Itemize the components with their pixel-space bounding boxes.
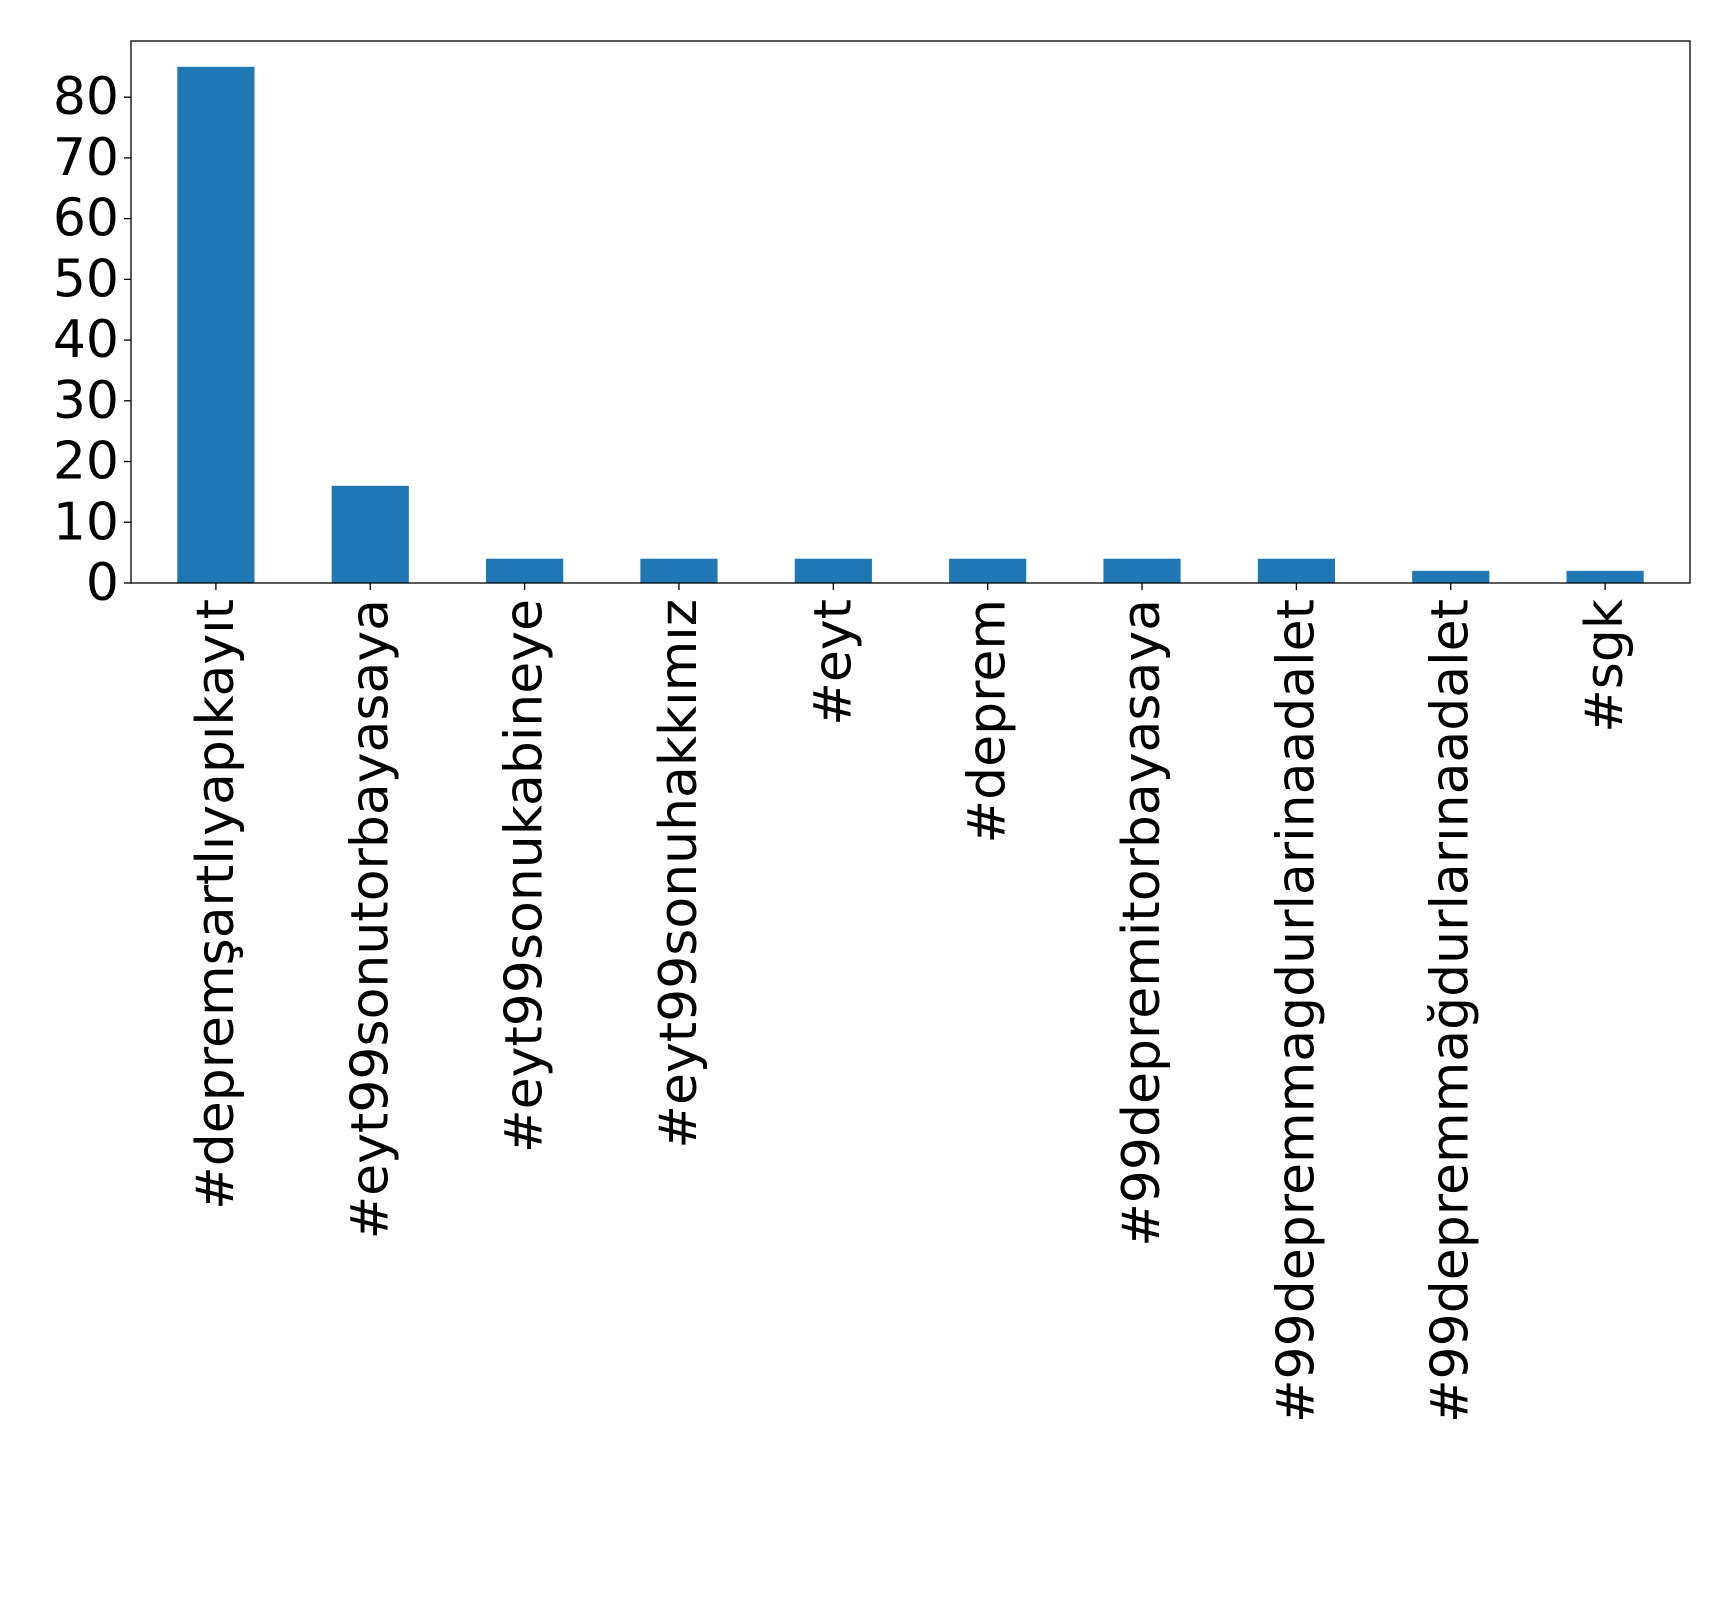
y-tick-label: 60 — [53, 189, 119, 249]
x-tick-label: #eyt — [803, 599, 863, 726]
x-tick-label: #eyt99sonukabineye — [495, 599, 555, 1153]
bar — [1103, 558, 1181, 583]
x-tick-label: #99depremitorbayasaya — [1112, 599, 1172, 1247]
y-tick-label: 70 — [53, 128, 119, 188]
bar — [1257, 558, 1335, 583]
x-tick-label: #deprem — [958, 599, 1018, 843]
y-tick-label: 0 — [86, 553, 119, 613]
x-tick-label: #eyt99sonutorbayasaya — [340, 599, 400, 1239]
x-tick-label: #sgk — [1575, 599, 1635, 733]
bar — [486, 558, 564, 583]
y-tick-label: 40 — [53, 310, 119, 370]
x-tick-label: #depremşartlıyapıkayıt — [186, 599, 246, 1210]
y-tick-label: 50 — [53, 249, 119, 309]
y-tick-label: 80 — [53, 67, 119, 127]
y-tick-label: 10 — [53, 492, 119, 552]
bar — [331, 485, 409, 583]
bars-group — [177, 66, 1644, 584]
y-tick-label: 20 — [53, 432, 119, 492]
x-tick-label: #99depremmağdurlarınaadalet — [1421, 599, 1481, 1423]
x-axis: #depremşartlıyapıkayıt #eyt99sonutorbayas… — [186, 583, 1635, 1423]
bar — [794, 558, 872, 583]
bar — [177, 66, 255, 584]
bar — [640, 558, 718, 583]
bar — [949, 558, 1027, 583]
plot-frame — [130, 40, 1691, 584]
bar — [1566, 570, 1644, 583]
y-tick-label: 30 — [53, 371, 119, 431]
x-tick-label: #eyt99sonuhakkımız — [649, 599, 709, 1149]
x-tick-label: #99depremmagdurlarinaadalet — [1266, 599, 1326, 1423]
bar — [1412, 570, 1490, 583]
